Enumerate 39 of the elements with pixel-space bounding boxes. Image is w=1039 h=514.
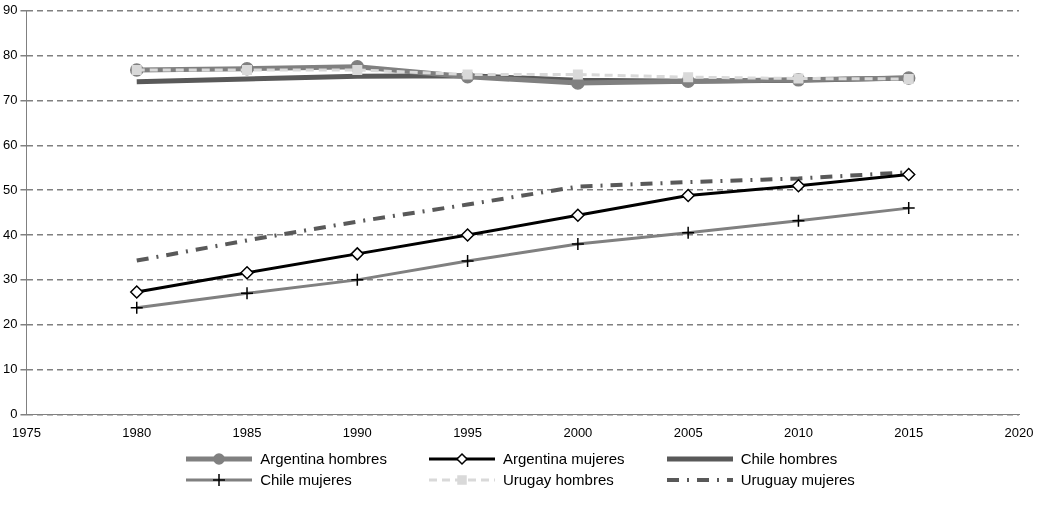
point <box>572 69 583 80</box>
legend-label: Chile mujeres <box>260 471 352 488</box>
y-tick-label: 80 <box>2 47 18 63</box>
legend-label: Argentina hombres <box>260 450 387 467</box>
x-tick-label: 2010 <box>783 424 813 440</box>
point <box>462 69 473 80</box>
x-tick-label: 1985 <box>232 424 262 440</box>
point <box>901 167 916 182</box>
point <box>571 208 585 223</box>
point <box>350 247 365 261</box>
legend-label: Uruguay mujeres <box>740 471 855 488</box>
point <box>791 178 806 193</box>
y-tick-label: 40 <box>2 226 18 242</box>
point <box>683 72 694 83</box>
point <box>681 188 695 203</box>
y-tick-label: 90 <box>2 2 18 18</box>
y-tick-label: 30 <box>2 271 18 287</box>
x-tick-label: 2000 <box>563 424 593 440</box>
y-tick-label: 70 <box>2 92 18 108</box>
y-tick-label: 50 <box>2 181 18 197</box>
legend-label: Argentina mujeres <box>502 450 625 467</box>
point <box>240 265 254 280</box>
point <box>129 285 144 299</box>
legend-label: Urugay hombres <box>502 471 614 488</box>
point <box>242 65 253 75</box>
y-tick-label: 20 <box>2 316 18 332</box>
y-tick-label: 0 <box>10 405 18 421</box>
x-tick-label: 1975 <box>12 424 41 440</box>
y-tick-label: 60 <box>2 136 18 152</box>
x-tick-label: 2015 <box>894 424 924 440</box>
y-tick-label: 10 <box>2 361 18 377</box>
x-tick-label: 2005 <box>673 424 703 440</box>
x-tick-label: 1990 <box>342 424 372 440</box>
legend-label: Chile hombres <box>740 450 838 467</box>
point <box>352 65 363 75</box>
x-tick-label: 2020 <box>1004 424 1034 440</box>
x-tick-label: 1995 <box>453 424 483 440</box>
point <box>460 228 475 242</box>
x-tick-label: 1980 <box>122 424 152 440</box>
